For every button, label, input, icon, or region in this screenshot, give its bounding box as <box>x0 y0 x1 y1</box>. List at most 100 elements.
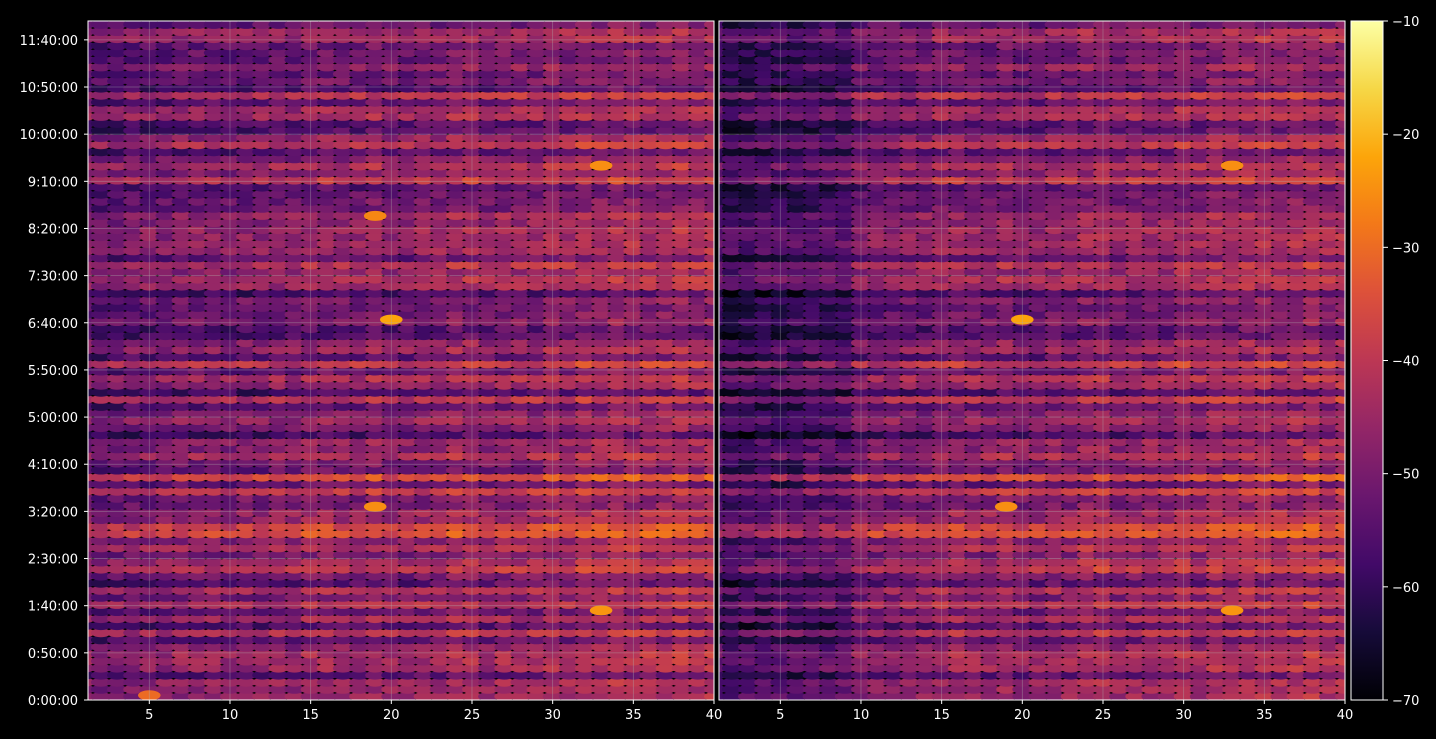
heatmap-cell <box>316 437 337 447</box>
heatmap-cell <box>607 395 628 404</box>
heatmap-cell <box>623 571 644 581</box>
heatmap-cell <box>462 175 482 185</box>
heatmap-cell <box>526 310 547 319</box>
heatmap-cell <box>332 303 353 312</box>
heatmap-cell <box>252 154 273 164</box>
heatmap-cell <box>591 175 612 185</box>
heatmap-cell <box>171 529 192 539</box>
heatmap-cell <box>687 430 708 440</box>
heatmap-cell <box>155 182 176 192</box>
heatmap-cell <box>429 494 450 503</box>
heatmap-cell <box>542 501 563 510</box>
heatmap-cell <box>607 670 628 680</box>
heatmap-cell <box>494 352 515 362</box>
heatmap-cell <box>236 536 257 546</box>
heatmap-cell <box>687 359 708 369</box>
heatmap-cell <box>365 274 386 284</box>
heatmap-cell <box>639 225 660 235</box>
heatmap-cell <box>704 494 714 503</box>
heatmap-cell <box>316 387 337 397</box>
heatmap-cell <box>220 600 240 609</box>
heatmap-cell <box>494 607 515 616</box>
heatmap-cell <box>591 345 612 355</box>
heatmap-cell <box>236 182 257 192</box>
heatmap-cell <box>462 486 482 496</box>
heatmap-cell <box>445 281 466 291</box>
heatmap-cell <box>542 267 563 277</box>
heatmap-cell <box>220 508 240 517</box>
heatmap-cell <box>300 536 321 546</box>
heatmap-cell <box>558 303 579 312</box>
heatmap-cell <box>478 571 499 581</box>
heatmap-cell <box>171 232 192 242</box>
heatmap-cell <box>574 402 595 411</box>
heatmap-cell <box>607 508 628 517</box>
heatmap-cell <box>639 366 660 376</box>
heatmap-cell <box>171 175 192 185</box>
heatmap-cell <box>542 274 563 284</box>
heatmap-cell <box>671 402 692 411</box>
heatmap-cell <box>462 621 482 631</box>
heatmap-cell <box>268 416 289 425</box>
heatmap-cell <box>220 586 240 595</box>
heatmap-cell <box>332 352 353 362</box>
heatmap-cell <box>542 366 563 376</box>
heatmap-cell <box>90 423 111 433</box>
heatmap-cell <box>236 430 257 440</box>
heatmap-cell <box>220 380 240 390</box>
heatmap-cell <box>671 317 692 326</box>
heatmap-cell <box>203 274 224 284</box>
heatmap-cell <box>542 508 563 517</box>
heatmap-cell <box>220 486 240 496</box>
heatmap-cell <box>671 663 692 673</box>
heatmap-cell <box>220 529 240 539</box>
heatmap-cell <box>268 451 289 461</box>
y-tick-label: 2:30:00 <box>28 553 78 568</box>
heatmap-cell <box>558 600 579 609</box>
heatmap-cell <box>284 692 305 700</box>
y-axis: 0:00:000:50:001:40:002:30:003:20:004:10:… <box>20 34 88 709</box>
heatmap-cell <box>155 324 176 334</box>
heatmap-cell <box>316 345 337 355</box>
heatmap-cell <box>316 635 337 645</box>
heatmap-cell <box>671 133 692 143</box>
heatmap-cell <box>462 338 482 348</box>
heatmap-cell <box>558 225 579 235</box>
heatmap-cell <box>639 197 660 206</box>
heatmap-cell <box>236 218 257 228</box>
heatmap-cell <box>510 189 531 199</box>
heatmap-cell <box>591 359 612 369</box>
heatmap-cell <box>526 359 547 369</box>
heatmap-cell <box>284 402 305 411</box>
heatmap-cell <box>397 536 418 546</box>
heatmap-cell <box>494 274 515 284</box>
heatmap-cell <box>123 182 144 192</box>
heatmap-cell <box>478 239 499 249</box>
heatmap-cell <box>268 472 289 482</box>
heatmap-cell <box>687 649 708 659</box>
heatmap-cell <box>413 529 434 539</box>
heatmap-cell <box>510 444 531 454</box>
heatmap-cell <box>236 147 257 157</box>
heatmap-cell <box>203 515 224 524</box>
y-tick-label: 9:10:00 <box>28 175 78 190</box>
heatmap-cell <box>478 281 499 291</box>
heatmap-cell <box>413 677 434 687</box>
heatmap-cell <box>671 225 692 235</box>
heatmap-cell <box>655 387 676 397</box>
heatmap-cell <box>639 529 660 539</box>
heatmap-cell <box>268 437 289 447</box>
heatmap-cell <box>107 663 127 673</box>
heatmap-cell <box>252 677 273 687</box>
heatmap-cell <box>574 508 595 517</box>
heatmap-cell <box>510 522 531 532</box>
heatmap-cell <box>107 515 127 524</box>
heatmap-cell <box>90 338 111 348</box>
heatmap-cell <box>332 494 353 503</box>
y-tick-label: 7:30:00 <box>28 270 78 285</box>
heatmap-cell <box>591 267 612 277</box>
heatmap-cell <box>123 444 144 454</box>
heatmap-cell <box>478 444 499 454</box>
heatmap-cell <box>187 204 208 213</box>
heatmap-cell <box>542 225 563 235</box>
